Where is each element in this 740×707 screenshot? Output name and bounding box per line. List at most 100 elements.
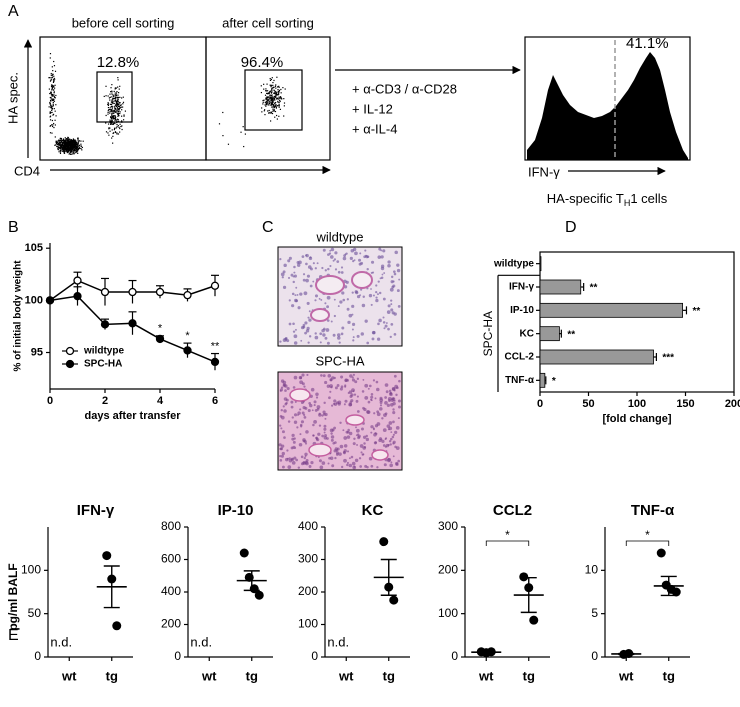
y-tick-label: 10 [585,563,599,577]
nucleus [307,341,310,344]
annotation: ** [567,329,575,340]
flow-event [116,107,118,109]
flow-event [116,103,118,105]
nucleus [326,295,331,300]
nucleus [312,280,315,283]
flow-event [113,109,115,112]
flow-event [117,114,120,117]
flow-event [114,87,117,89]
flow-event [111,93,113,95]
flow-event [117,101,120,103]
flow-event [116,132,118,134]
flow-event [261,111,263,113]
nucleus [282,285,287,289]
flow-event [70,150,73,152]
flow-event [266,100,268,102]
nucleus [327,462,330,465]
nucleus [326,437,329,440]
nucleus [326,319,330,322]
flow-event [51,119,54,122]
nucleus [352,339,355,342]
flow-event [62,146,64,148]
nucleus [302,461,306,464]
flow-event [267,98,269,100]
flow-event [105,85,107,87]
nucleus [301,255,305,258]
flow-event [117,133,120,135]
flow-event [69,147,71,150]
flow-event [121,120,123,122]
flow-event [53,60,55,63]
nucleus [334,441,337,444]
nucleus [354,458,359,463]
flow-event [118,126,120,128]
flow-event [51,132,53,134]
flow-event [80,143,82,145]
flow-event [63,145,65,147]
flow-event [53,108,55,110]
flow-event [64,146,66,149]
flow-event [114,99,116,102]
nucleus [319,332,323,336]
flow-event [63,139,65,141]
flow-event [270,92,273,94]
flow-event [68,149,70,151]
flow-event [271,91,273,93]
flow-event [116,123,118,126]
nucleus [313,400,317,404]
flow-event [271,94,273,96]
flow-event [116,133,118,135]
flow-event [107,111,109,114]
flow-event [75,140,77,142]
flow-event [114,115,116,117]
nucleus [321,414,324,417]
vessel [345,414,365,426]
nucleus [294,447,297,449]
nucleus [300,455,304,459]
flow-event [110,106,112,108]
flow-event [52,124,54,126]
flow-event [277,94,279,96]
flow-event [109,93,111,95]
nucleus [368,293,373,298]
tissue-texture [278,247,401,470]
airway [310,308,330,322]
flow-event [68,138,70,141]
nucleus [279,388,283,392]
flow-event [51,74,53,76]
flow-event [113,100,115,102]
nucleus [366,410,371,414]
y-tick-label: 0 [451,649,458,663]
nucleus [315,438,318,441]
x-tick-label: tg [106,668,118,683]
nucleus [360,288,363,291]
nucleus [311,409,314,412]
flow-event [69,144,71,146]
flow-event [57,144,59,146]
flow-event [66,148,68,150]
nucleus [392,397,396,401]
y-tick-label: 400 [298,519,318,533]
nucleus [299,433,302,436]
flow-event [269,91,271,93]
flow-event [66,148,68,151]
nucleus [354,251,358,256]
flow-event [263,99,265,101]
flow-event [277,92,280,94]
flow-event [110,87,112,89]
flow-event [117,105,120,108]
flow-event [51,109,53,112]
point [239,548,249,558]
nucleus [279,258,282,261]
nucleus [346,378,350,382]
flow-event [113,97,115,100]
flow-event [123,115,125,117]
x-tick-label: 0 [537,398,543,410]
nucleus [321,461,326,465]
nucleus [297,263,301,267]
nucleus [288,299,291,302]
flow-event [265,100,267,102]
nucleus [290,400,294,404]
nucleus [355,428,360,433]
nucleus [365,434,368,438]
